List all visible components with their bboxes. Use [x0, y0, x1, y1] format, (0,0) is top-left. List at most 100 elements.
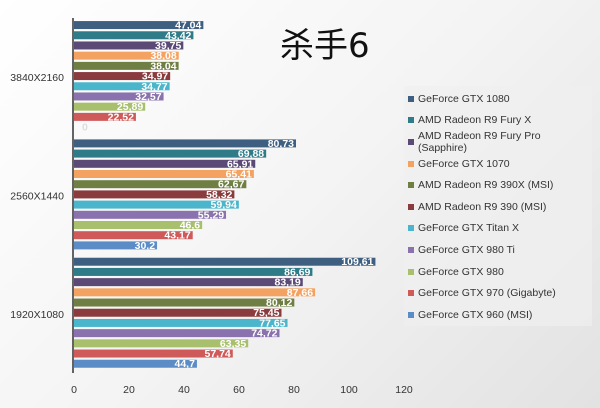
bar: [74, 221, 203, 229]
bar: [74, 61, 179, 70]
bar: [74, 339, 249, 348]
data-label: 80,12: [266, 297, 292, 309]
data-label: 63,35: [220, 338, 246, 350]
legend-label: GeForce GTX 980 Ti: [418, 243, 515, 256]
legend-item: GeForce GTX 980 Ti: [404, 239, 592, 261]
legend-item: GeForce GTX Titan X: [404, 218, 592, 240]
x-tick-label: 40: [178, 384, 190, 396]
data-label: 62,67: [218, 179, 244, 191]
data-label: 30,2: [135, 240, 156, 252]
legend-item: GeForce GTX 960 (MSI): [404, 304, 592, 326]
legend-swatch: [408, 160, 414, 167]
bar: [74, 102, 146, 111]
bar: [74, 278, 303, 287]
legend-swatch: [408, 182, 414, 189]
chart-title: 杀手6: [280, 26, 370, 66]
bar: [74, 308, 282, 317]
bar: [74, 241, 158, 250]
data-label: 32,57: [135, 91, 161, 103]
bar: [74, 231, 193, 240]
bar: [74, 82, 170, 91]
bar: [74, 139, 297, 148]
bar: [74, 51, 179, 60]
legend-item: GeForce GTX 980: [404, 261, 592, 283]
bar: [74, 349, 233, 358]
bar: [74, 72, 171, 81]
legend-swatch: [408, 225, 414, 232]
legend-label: AMD Radeon R9 Fury X: [418, 114, 532, 127]
x-tick-label: 100: [340, 384, 358, 396]
data-label: 34,97: [142, 71, 168, 83]
legend-item: GeForce GTX 1070: [404, 153, 592, 175]
data-label: 0: [82, 122, 88, 134]
data-label: 43,42: [165, 30, 191, 42]
bar: [74, 41, 184, 50]
data-label: 47,04: [175, 20, 201, 32]
legend-swatch: [408, 117, 414, 124]
data-label: 86,69: [284, 266, 310, 278]
data-label: 34,77: [141, 81, 167, 93]
legend: GeForce GTX 1080 AMD Radeon R9 Fury X AMD …: [404, 86, 592, 326]
bar: [74, 257, 376, 266]
legend-label: AMD Radeon R9 390 (MSI): [418, 200, 547, 213]
data-label: 38,08: [150, 50, 176, 62]
x-tick-label: 120: [395, 384, 413, 396]
legend-item: AMD Radeon R9 Fury Pro (Sapphire): [404, 129, 592, 154]
x-tick-label: 0: [71, 384, 77, 396]
legend-label: GeForce GTX 970 (Gigabyte): [418, 287, 556, 300]
legend-label: GeForce GTX 1080: [418, 92, 510, 105]
bar: [74, 180, 247, 189]
legend-label: GeForce GTX 960 (MSI): [418, 308, 533, 321]
data-label: 25,89: [117, 101, 143, 113]
legend-label: AMD Radeon R9 390X (MSI): [418, 179, 554, 192]
data-label: 77,65: [259, 317, 285, 329]
bar: [74, 288, 316, 297]
bar: [74, 267, 313, 276]
bar: [74, 210, 227, 219]
bar: [74, 21, 204, 30]
data-label: 75,45: [253, 307, 279, 319]
data-label: 83,19: [274, 277, 300, 289]
data-label: 38,04: [150, 60, 176, 72]
data-label: 39,75: [155, 40, 181, 52]
legend-swatch: [408, 246, 414, 253]
legend-item: GeForce GTX 1080: [404, 88, 592, 110]
data-label: 44,7: [174, 358, 195, 370]
data-label: 22,52: [108, 111, 134, 123]
legend-item: AMD Radeon R9 Fury X: [404, 110, 592, 132]
category-label: 2560X1440: [10, 191, 64, 203]
bar: [74, 318, 288, 327]
bar: [74, 359, 197, 368]
x-tick-label: 20: [123, 384, 135, 396]
data-label: 69,88: [238, 148, 264, 160]
legend-label: GeForce GTX Titan X: [418, 222, 519, 235]
legend-swatch: [408, 203, 414, 210]
data-label: 59,94: [211, 199, 237, 211]
data-label: 80,73: [268, 138, 294, 150]
legend-swatch: [408, 290, 414, 297]
data-label: 58,32: [206, 189, 232, 201]
legend-swatch: [408, 95, 414, 102]
category-label: 3840X2160: [10, 72, 64, 84]
data-label: 65,91: [227, 158, 253, 170]
legend-label: AMD Radeon R9 Fury Pro (Sapphire): [417, 129, 541, 154]
data-label: 74,72: [251, 328, 277, 340]
bar: [74, 329, 280, 338]
bar: [74, 31, 194, 40]
bar: [74, 159, 256, 168]
bar: [74, 149, 267, 158]
legend-label: GeForce GTX 1070: [418, 157, 510, 170]
data-label: 43,17: [164, 230, 190, 242]
legend-item: GeForce GTX 970 (Gigabyte): [404, 282, 592, 304]
bar: [74, 170, 254, 178]
bar: [74, 298, 295, 307]
legend-swatch: [408, 311, 414, 318]
legend-swatch: [408, 138, 414, 145]
legend-item: AMD Radeon R9 390X (MSI): [404, 174, 592, 196]
data-label: 87,66: [287, 287, 313, 299]
bar: [74, 190, 235, 199]
category-label: 1920X1080: [10, 309, 64, 321]
data-label: 46,6: [180, 220, 201, 232]
data-label: 65,41: [226, 169, 252, 181]
